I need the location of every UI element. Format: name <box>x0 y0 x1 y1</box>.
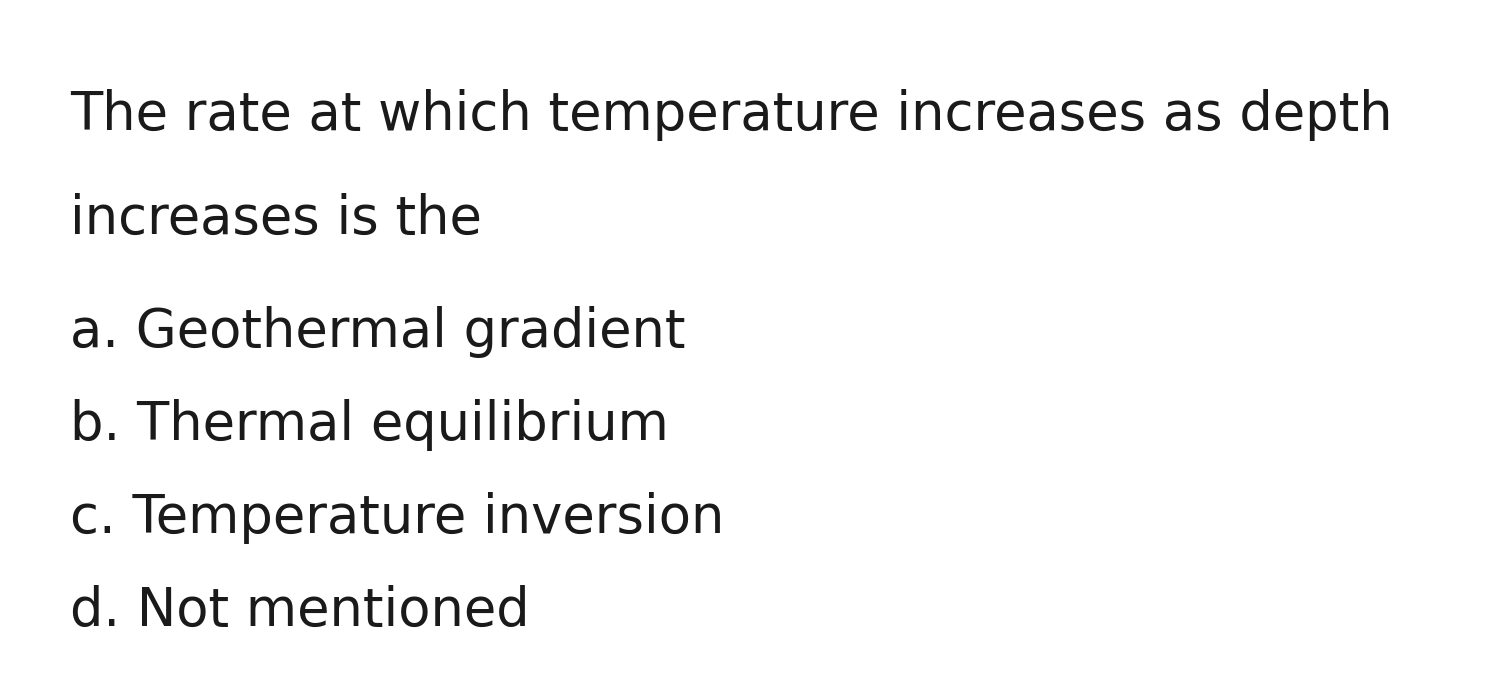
Text: b. Thermal equilibrium: b. Thermal equilibrium <box>70 399 669 451</box>
Text: increases is the: increases is the <box>70 193 483 245</box>
Text: c. Temperature inversion: c. Temperature inversion <box>70 492 724 544</box>
Text: d. Not mentioned: d. Not mentioned <box>70 585 530 637</box>
Text: a. Geothermal gradient: a. Geothermal gradient <box>70 306 686 358</box>
Text: The rate at which temperature increases as depth: The rate at which temperature increases … <box>70 89 1394 142</box>
